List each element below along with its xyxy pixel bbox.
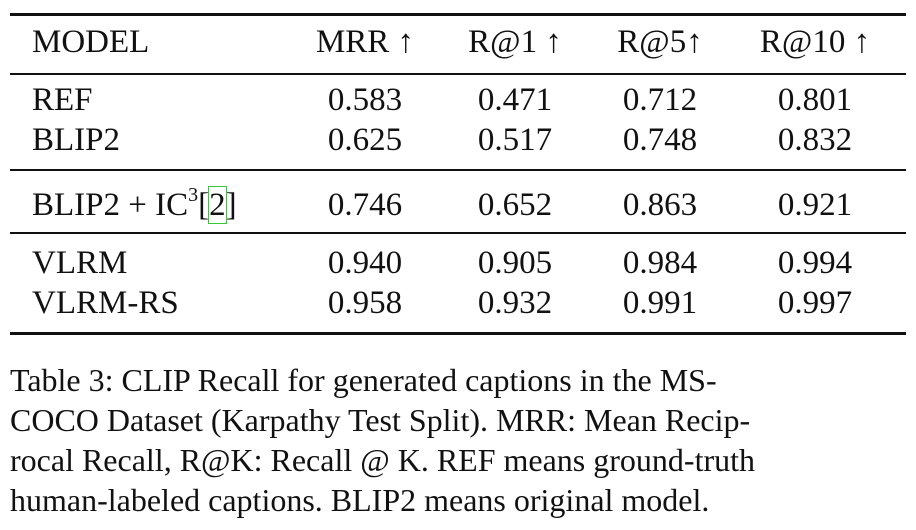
value-cell: 0.994 [777,245,853,281]
value-cell: 0.991 [622,285,698,321]
citation-link[interactable]: 2 [208,186,227,224]
value-cell: 0.863 [622,187,698,223]
value-cell: 0.746 [327,187,403,223]
value-cell: 0.471 [477,82,553,118]
caption-line: COCO Dataset (Karpathy Test Split). MRR:… [10,402,751,438]
model-cell: BLIP2 [32,122,121,158]
model-cell: BLIP2 + IC3[2] [32,185,237,225]
value-cell: 0.748 [622,122,698,158]
value-cell: 0.712 [622,82,698,118]
value-cell: 0.832 [777,122,853,158]
value-cell: 0.997 [777,285,853,321]
value-cell: 0.905 [477,245,553,281]
caption-line: Table 3: CLIP Recall for generated capti… [10,362,717,398]
caption-line: rocal Recall, R@K: Recall @ K. REF means… [10,442,755,478]
top-rule [10,13,906,16]
model-cell: VLRM [32,245,128,281]
value-cell: 0.958 [327,285,403,321]
model-cell: VLRM-RS [32,285,179,321]
header-cell: MODEL [32,24,150,60]
bracket: ] [225,187,237,223]
superscript: 3 [188,184,199,206]
caption-line: human-labeled captions. BLIP2 means orig… [10,482,710,518]
group-rule [10,169,906,171]
value-cell: 0.921 [777,187,853,223]
header-cell: R@10 ↑ [759,24,871,60]
value-cell: 0.940 [327,245,403,281]
header-cell: R@5↑ [617,24,703,60]
header-cell: MRR ↑ [315,24,415,60]
value-cell: 0.801 [777,82,853,118]
bracket: [ [198,187,210,223]
model-cell: REF [32,82,93,118]
header-rule [10,73,906,75]
model-name: BLIP2 + IC [32,187,189,223]
header-cell: R@1 ↑ [468,24,562,60]
group-rule [10,232,906,234]
value-cell: 0.932 [477,285,553,321]
value-cell: 0.625 [327,122,403,158]
value-cell: 0.517 [477,122,553,158]
value-cell: 0.583 [327,82,403,118]
value-cell: 0.984 [622,245,698,281]
bottom-rule [10,332,906,335]
value-cell: 0.652 [477,187,553,223]
